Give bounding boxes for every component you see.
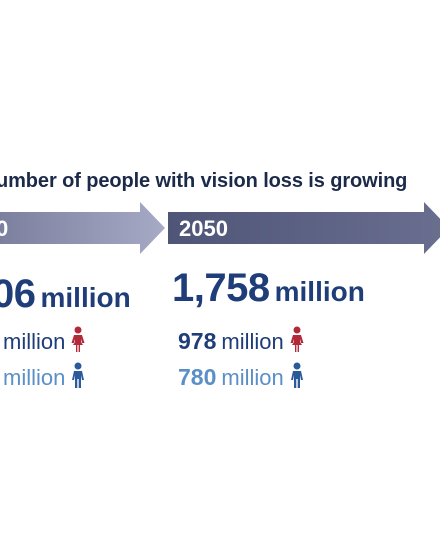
male-2050-value: 780 — [178, 364, 217, 390]
total-2050: 1,758 million — [172, 266, 365, 311]
female-2050: 978 million — [178, 326, 304, 357]
male-icon — [290, 362, 304, 393]
arrow-graphic — [0, 202, 440, 254]
timeline-arrows: 0 2050 — [0, 196, 440, 266]
male-2050-unit: million — [221, 364, 284, 390]
arrow-segment-2 — [168, 202, 440, 254]
headline: umber of people with vision loss is grow… — [0, 170, 408, 192]
male-2050: 780 million — [178, 362, 304, 393]
total-2050-unit: million — [274, 276, 365, 307]
total-2020: 06 million — [0, 272, 131, 317]
total-2020-unit: million — [40, 282, 131, 313]
female-icon — [71, 326, 85, 357]
year-label-2: 2050 — [179, 216, 228, 241]
male-2020: million — [0, 362, 85, 393]
male-2020-unit: million — [3, 364, 66, 390]
female-2020-unit: million — [3, 328, 66, 354]
female-2050-unit: million — [221, 328, 284, 354]
year-label-1: 0 — [0, 216, 9, 241]
male-icon — [71, 362, 85, 393]
female-icon — [290, 326, 304, 357]
total-2050-value: 1,758 — [172, 266, 270, 310]
female-2020: million — [0, 326, 85, 357]
arrow-segment-1 — [0, 202, 165, 254]
female-2050-value: 978 — [178, 328, 217, 354]
total-2020-value: 06 — [0, 272, 36, 316]
